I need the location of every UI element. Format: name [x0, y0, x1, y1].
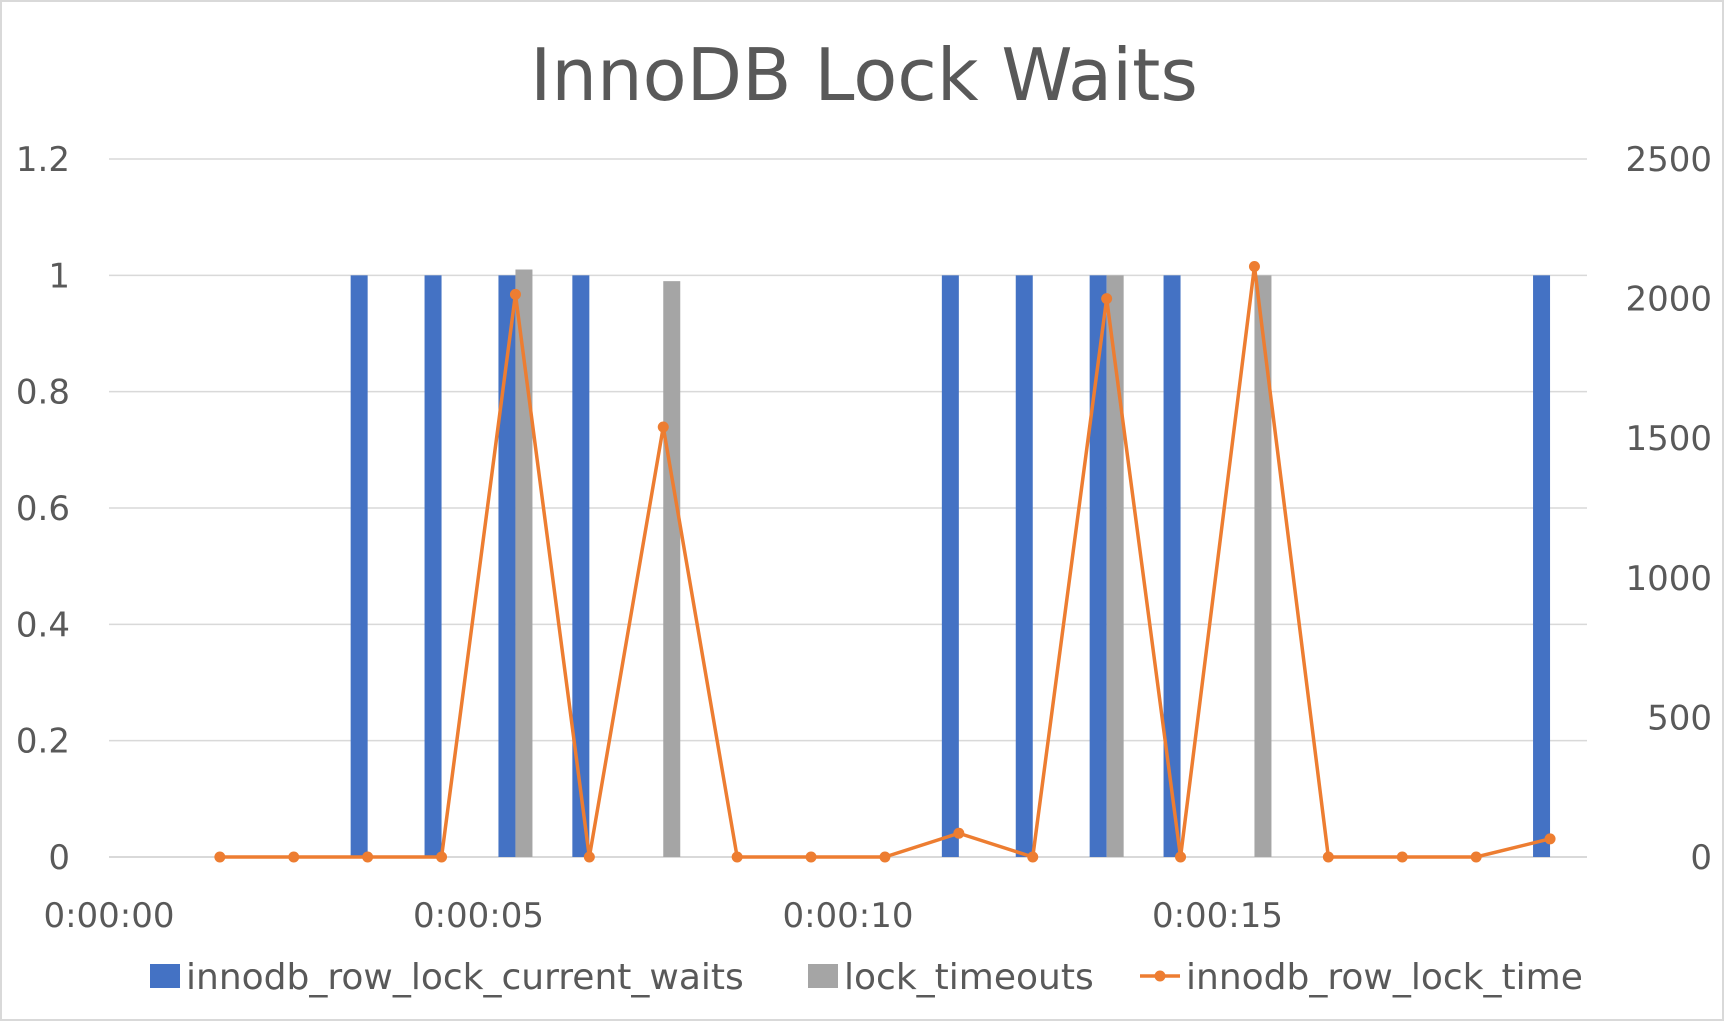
- point-innodb_row_lock_time[interactable]: [1322, 851, 1334, 863]
- legend-label: innodb_row_lock_current_waits: [186, 957, 744, 998]
- bar-lock_timeouts[interactable]: [663, 281, 681, 857]
- point-innodb_row_lock_time[interactable]: [657, 421, 669, 433]
- y-right-tick-label: 1500: [1625, 419, 1712, 459]
- y-right-tick-label: 0: [1690, 838, 1712, 878]
- bar-marks: [350, 269, 1551, 857]
- x-tick-label: 0:00:05: [413, 896, 544, 936]
- y-left-tick-label: 1.2: [16, 140, 70, 180]
- bar-lock_timeouts[interactable]: [1106, 275, 1124, 857]
- legend[interactable]: innodb_row_lock_current_waits lock_timeou…: [150, 957, 1583, 998]
- bar-innodb_row_lock_current_waits[interactable]: [941, 275, 959, 857]
- point-innodb_row_lock_time[interactable]: [1175, 851, 1187, 863]
- y-right-tick-label: 1000: [1625, 559, 1712, 599]
- x-tick-label: 0:00:00: [43, 896, 174, 936]
- y-left-tick-label: 0: [48, 838, 70, 878]
- point-innodb_row_lock_time[interactable]: [953, 827, 965, 839]
- legend-item-innodb_row_lock_time[interactable]: innodb_row_lock_time: [1140, 957, 1583, 998]
- y-left-tick-label: 0.4: [16, 605, 70, 645]
- y-left-tick-label: 1: [48, 256, 70, 296]
- line-marks: [214, 260, 1556, 863]
- point-innodb_row_lock_time[interactable]: [436, 851, 448, 863]
- point-innodb_row_lock_time[interactable]: [583, 851, 595, 863]
- y-right-tick-label: 2500: [1625, 140, 1712, 180]
- point-innodb_row_lock_time[interactable]: [731, 851, 743, 863]
- point-innodb_row_lock_time[interactable]: [1470, 851, 1482, 863]
- y-left-tick-label: 0.2: [16, 722, 70, 762]
- point-innodb_row_lock_time[interactable]: [805, 851, 817, 863]
- point-innodb_row_lock_time[interactable]: [1544, 833, 1556, 845]
- bar-innodb_row_lock_current_waits[interactable]: [1089, 275, 1107, 857]
- chart-title: InnoDB Lock Waits: [530, 33, 1198, 117]
- legend-item-innodb_row_lock_current_waits[interactable]: innodb_row_lock_current_waits: [150, 957, 744, 998]
- point-innodb_row_lock_time[interactable]: [1396, 851, 1408, 863]
- bar-innodb_row_lock_current_waits[interactable]: [1163, 275, 1181, 857]
- legend-swatch-marker: [1154, 970, 1166, 982]
- y-left-tick-label: 0.8: [16, 373, 70, 413]
- bar-innodb_row_lock_current_waits[interactable]: [572, 275, 590, 857]
- point-innodb_row_lock_time[interactable]: [362, 851, 374, 863]
- x-tick-label: 0:00:15: [1152, 896, 1283, 936]
- point-innodb_row_lock_time[interactable]: [1101, 293, 1113, 305]
- x-tick-label: 0:00:10: [782, 896, 913, 936]
- legend-item-lock_timeouts[interactable]: lock_timeouts: [808, 957, 1094, 998]
- y-axis-right: 0 500 1000 1500 2000 2500: [1625, 140, 1712, 878]
- legend-swatch: [150, 964, 180, 988]
- bar-innodb_row_lock_current_waits[interactable]: [498, 275, 516, 857]
- y-left-tick-label: 0.6: [16, 489, 70, 529]
- legend-label: lock_timeouts: [844, 957, 1094, 998]
- legend-swatch: [808, 964, 838, 988]
- line-innodb_row_lock_time: [219, 264, 1551, 859]
- bar-innodb_row_lock_current_waits[interactable]: [1015, 275, 1033, 857]
- y-right-tick-label: 500: [1647, 698, 1712, 738]
- point-innodb_row_lock_time[interactable]: [879, 851, 891, 863]
- legend-label: innodb_row_lock_time: [1186, 957, 1583, 998]
- point-innodb_row_lock_time[interactable]: [288, 851, 300, 863]
- point-innodb_row_lock_time[interactable]: [1027, 851, 1039, 863]
- bar-innodb_row_lock_current_waits[interactable]: [424, 275, 442, 857]
- y-right-tick-label: 2000: [1625, 280, 1712, 320]
- bar-innodb_row_lock_current_waits[interactable]: [1533, 275, 1551, 857]
- bar-innodb_row_lock_current_waits[interactable]: [350, 275, 368, 857]
- point-innodb_row_lock_time[interactable]: [1248, 260, 1260, 272]
- x-axis: 0:00:00 0:00:05 0:00:10 0:00:15: [43, 896, 1283, 936]
- bar-lock_timeouts[interactable]: [515, 269, 533, 857]
- bar-lock_timeouts[interactable]: [1254, 275, 1272, 857]
- gridlines: [109, 158, 1587, 858]
- y-axis-left: 0 0.2 0.4 0.6 0.8 1 1.2: [16, 140, 70, 878]
- point-innodb_row_lock_time[interactable]: [509, 288, 521, 300]
- point-innodb_row_lock_time[interactable]: [214, 851, 226, 863]
